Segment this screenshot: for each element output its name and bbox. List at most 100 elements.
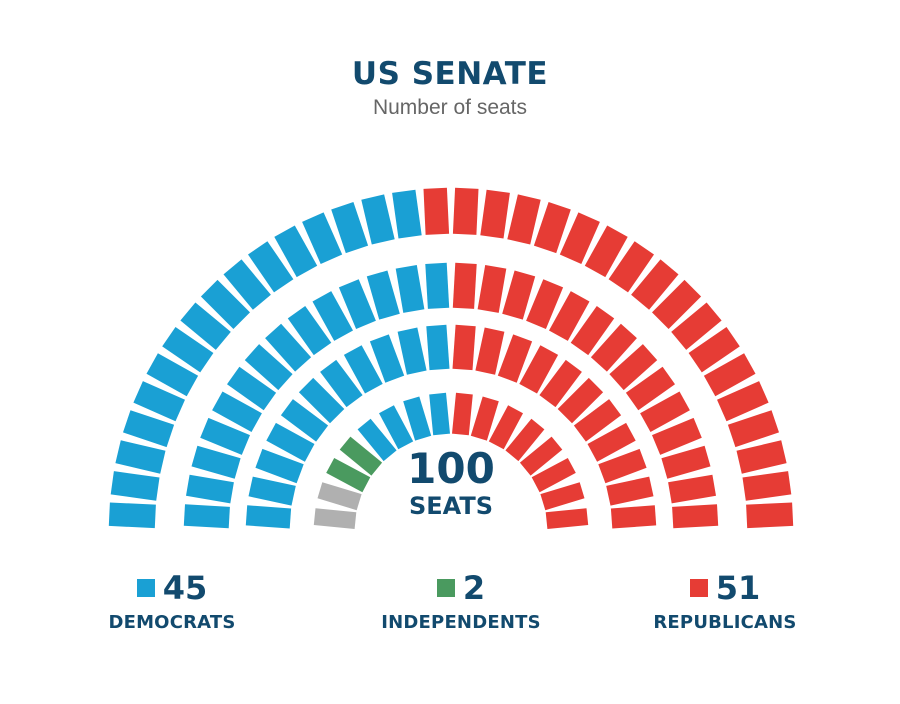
seat	[425, 262, 450, 309]
seat	[573, 399, 622, 442]
seat	[248, 241, 294, 293]
seat	[280, 399, 329, 442]
republicans-swatch-icon	[689, 579, 708, 597]
seat	[426, 324, 450, 371]
seat	[110, 471, 160, 501]
seat	[640, 391, 690, 432]
total-seats-label: SEATS	[408, 492, 494, 520]
seat	[366, 270, 400, 320]
seat	[505, 418, 545, 462]
seat	[379, 405, 414, 450]
seat	[587, 422, 636, 462]
legend-republicans: 51 REPUBLICANS	[605, 572, 845, 633]
democrats-count: 45	[162, 569, 208, 607]
seat	[452, 392, 473, 436]
seat	[703, 353, 756, 397]
seat	[557, 377, 604, 424]
seat	[598, 448, 647, 484]
seat	[570, 306, 615, 356]
seat	[146, 353, 199, 397]
seat	[502, 270, 536, 320]
seat	[610, 505, 657, 529]
seat	[452, 324, 476, 371]
seat	[652, 279, 702, 329]
seat	[338, 279, 376, 329]
chart-subtitle: Number of seats	[372, 96, 528, 119]
seat	[736, 440, 787, 474]
seat	[200, 279, 250, 329]
seat	[298, 377, 345, 424]
total-seats-value: 100	[407, 444, 495, 493]
seat	[357, 418, 397, 462]
seat	[429, 392, 450, 436]
seat	[191, 445, 241, 479]
seat	[742, 471, 792, 501]
seat	[339, 436, 383, 476]
seat	[320, 359, 363, 408]
seat	[115, 440, 166, 474]
seat	[343, 345, 383, 394]
legend-democrats: 45 DEMOCRATS	[52, 572, 292, 633]
seat	[470, 396, 499, 441]
seat	[672, 504, 719, 529]
seat	[668, 474, 716, 504]
seat	[397, 327, 427, 375]
democrats-swatch-icon	[136, 579, 155, 597]
seat	[507, 194, 541, 245]
seat	[526, 279, 564, 329]
seat	[274, 225, 318, 278]
seat	[403, 396, 432, 441]
seat	[475, 327, 505, 375]
seat	[488, 405, 523, 450]
seat	[608, 241, 654, 293]
seat	[688, 327, 740, 373]
seat	[625, 366, 675, 411]
seat	[661, 445, 711, 479]
seat	[531, 458, 576, 493]
seat	[183, 504, 230, 529]
seat	[477, 265, 507, 313]
seat	[266, 422, 315, 462]
seat	[312, 291, 353, 341]
independents-swatch-icon	[436, 579, 455, 597]
seat	[480, 189, 510, 239]
seat	[609, 344, 658, 391]
seat	[133, 381, 185, 422]
seat	[423, 187, 450, 235]
seat	[287, 306, 332, 356]
seat	[255, 448, 304, 484]
seat	[727, 410, 779, 448]
seat	[317, 482, 362, 511]
seat	[545, 508, 589, 529]
seat	[180, 302, 231, 350]
seat	[369, 334, 405, 383]
seat	[123, 410, 175, 448]
seat	[331, 202, 369, 254]
seat	[549, 291, 590, 341]
seat	[227, 366, 277, 411]
seat	[313, 508, 357, 529]
seat	[746, 502, 794, 529]
republicans-label: REPUBLICANS	[653, 612, 797, 633]
independents-label: INDEPENDENTS	[381, 612, 541, 633]
legend-independents: 2 INDEPENDENTS	[341, 572, 581, 633]
seat	[497, 334, 533, 383]
seat	[108, 502, 156, 529]
seat	[245, 505, 292, 529]
seat	[186, 474, 234, 504]
seat	[590, 323, 637, 372]
seat	[248, 476, 296, 506]
seat	[361, 194, 395, 245]
seat	[265, 323, 312, 372]
seat	[519, 436, 563, 476]
seat	[652, 417, 702, 455]
seat	[326, 458, 371, 493]
seat	[223, 259, 271, 310]
republicans-count: 51	[715, 569, 761, 607]
seat	[395, 265, 425, 313]
seat	[539, 359, 582, 408]
seat	[162, 327, 214, 373]
seat	[533, 202, 571, 254]
seat	[212, 391, 262, 432]
